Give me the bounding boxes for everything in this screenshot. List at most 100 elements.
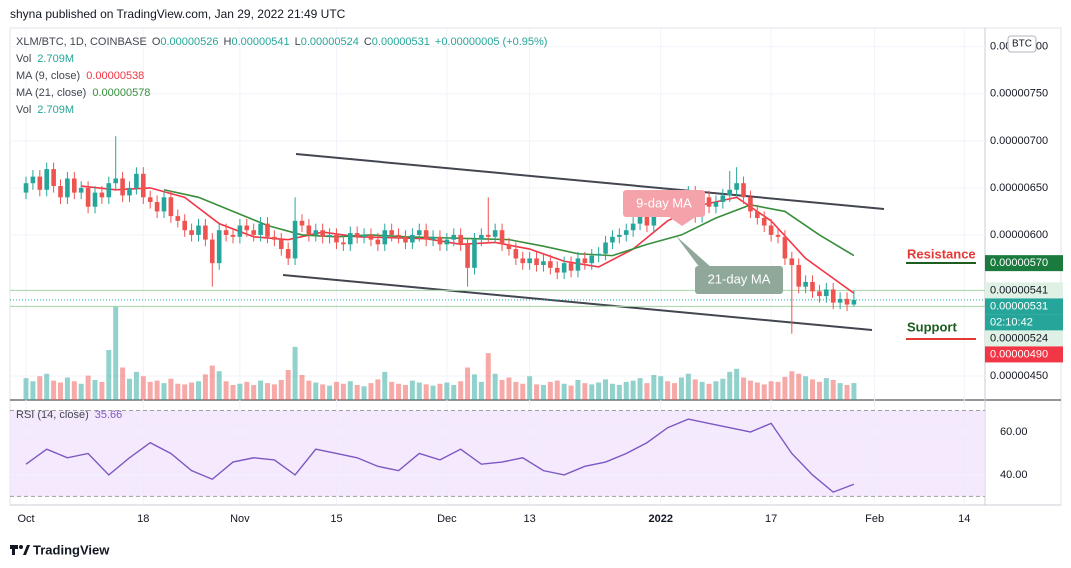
volume-bar xyxy=(30,381,36,400)
candle-body xyxy=(292,220,298,259)
volume-bar xyxy=(520,383,526,400)
candle-body xyxy=(520,258,526,264)
candle-body xyxy=(837,298,843,303)
volume-bar xyxy=(278,380,284,400)
candle-body xyxy=(23,183,29,193)
candle-body xyxy=(44,169,50,190)
callout-box xyxy=(623,190,705,217)
candle-body xyxy=(209,239,215,264)
candle-body xyxy=(789,258,795,266)
candle-body xyxy=(134,173,139,188)
volume-bar xyxy=(616,385,622,400)
volume-bar xyxy=(527,376,533,400)
volume-bar xyxy=(51,380,57,400)
candle-body xyxy=(127,187,132,196)
volume-bar xyxy=(244,381,250,400)
candle-body xyxy=(851,299,857,305)
candle-body xyxy=(761,217,767,226)
footer-brand: TradingView xyxy=(33,542,110,557)
volume-bar xyxy=(547,381,553,400)
volume-bar xyxy=(775,381,781,400)
candle-body xyxy=(596,253,601,256)
volume-bar xyxy=(209,365,215,400)
candle-body xyxy=(161,197,167,212)
candle-body xyxy=(51,169,56,187)
volume-bar xyxy=(347,381,353,400)
volume-bar xyxy=(375,379,381,400)
candle-body xyxy=(237,225,243,237)
channel-line xyxy=(282,274,873,331)
logo-mark xyxy=(23,545,30,555)
volume-bar xyxy=(216,371,222,400)
legend-part: 0.00000541 xyxy=(231,36,289,48)
volume-bar xyxy=(478,381,484,400)
y-tick-label: 0.00000450 xyxy=(990,370,1048,382)
volume-bar xyxy=(168,378,174,400)
candle-body xyxy=(817,291,822,297)
volume-bar xyxy=(299,375,305,400)
volume-bar xyxy=(796,373,802,400)
volume-bar xyxy=(465,367,471,400)
volume-bar xyxy=(333,381,339,400)
candle-body xyxy=(810,281,815,292)
candle-body xyxy=(610,236,615,243)
candle-body xyxy=(451,234,457,240)
x-tick-label: 18 xyxy=(137,513,149,525)
volume-bar xyxy=(692,379,698,400)
volume-bar xyxy=(409,380,415,400)
volume-bar xyxy=(58,382,64,400)
volume-bar xyxy=(534,384,540,400)
volume-bar xyxy=(340,383,346,400)
volume-bar xyxy=(23,378,29,400)
candle-body xyxy=(617,234,622,237)
volume-bar xyxy=(85,375,91,400)
candle-body xyxy=(361,234,367,237)
volume-bar xyxy=(396,383,402,400)
x-tick-label: 15 xyxy=(330,513,342,525)
volume-bar xyxy=(816,381,822,400)
volume-bar xyxy=(327,385,333,400)
volume-bar xyxy=(458,381,464,400)
candle-body xyxy=(120,178,125,196)
volume-bar xyxy=(499,380,505,400)
candle-body xyxy=(499,230,505,245)
volume-bar xyxy=(727,371,733,400)
volume-bar xyxy=(237,383,243,400)
candle-body xyxy=(824,289,829,297)
x-tick-label: 13 xyxy=(524,513,536,525)
volume-bar xyxy=(803,376,809,400)
candle-body xyxy=(368,234,374,240)
y-tick-label: 0.00000700 xyxy=(990,135,1048,147)
volume-bar xyxy=(720,378,726,400)
candle-body xyxy=(223,230,229,235)
volume-bar xyxy=(71,381,77,400)
volume-bar xyxy=(64,377,70,400)
volume-bar xyxy=(389,381,395,400)
candle-body xyxy=(561,263,567,273)
volume-bar xyxy=(133,371,139,400)
volume-bar xyxy=(444,382,450,400)
candle-body xyxy=(147,197,153,203)
candle-body xyxy=(403,236,408,243)
volume-bar xyxy=(354,385,360,400)
volume-bar xyxy=(430,385,436,400)
candle-body xyxy=(748,197,753,212)
candle-body xyxy=(458,234,463,245)
x-tick-label: Nov xyxy=(230,513,250,525)
legend-part: RSI (14, close) xyxy=(16,409,89,421)
candle-body xyxy=(734,183,739,190)
price-label: 0.00000531 xyxy=(990,300,1048,312)
legend-part: 0.00000526 xyxy=(160,36,218,48)
volume-bar xyxy=(699,381,705,400)
volume-bar xyxy=(603,379,609,400)
volume-bar xyxy=(161,383,167,400)
candle-body xyxy=(554,267,560,273)
volume-bar xyxy=(402,385,408,400)
volume-bar xyxy=(189,382,195,400)
x-tick-label: 2022 xyxy=(648,513,672,525)
candle-body xyxy=(106,183,112,198)
legend-part: H xyxy=(224,36,232,48)
candle-body xyxy=(803,281,808,287)
price-label-box xyxy=(985,255,1063,272)
channel-line xyxy=(295,153,885,210)
